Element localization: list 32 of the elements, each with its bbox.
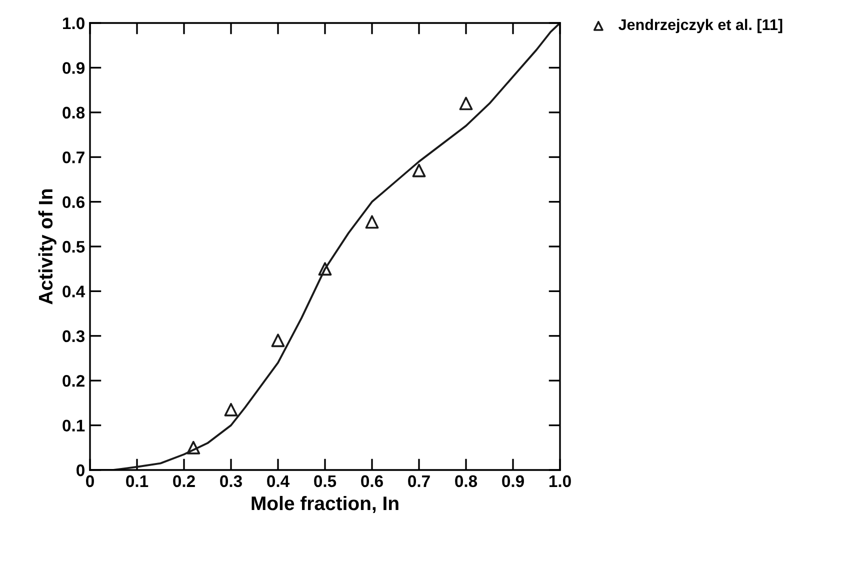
y-tick-label: 0.8 (62, 106, 85, 119)
point (318, 262, 332, 276)
x-tick-label: 0 (86, 475, 94, 488)
x-tick-label: 0.2 (173, 475, 195, 488)
x-tick-label: 0.4 (267, 475, 290, 488)
y-tick-label: 0.7 (62, 152, 84, 164)
x-tick-label: 0.8 (455, 475, 478, 488)
point (459, 96, 473, 110)
y-tick-label: 0.1 (62, 420, 85, 432)
x-axis-title: Mole fraction, In (252, 496, 398, 514)
y-axis-title: Activity of In (38, 189, 56, 304)
point (271, 334, 285, 348)
y-tick-label: 0.3 (62, 330, 85, 342)
x-tick-label: 0.5 (314, 475, 336, 488)
x-tick-label: 0.9 (502, 475, 524, 488)
y-tick-label: 0.4 (62, 286, 86, 298)
point (412, 164, 426, 178)
point (186, 440, 200, 454)
legend-label: Jendrzejczyk et al. [11] (618, 18, 782, 34)
y-tick-label: 0.6 (62, 196, 85, 208)
y-tick-label: 0.5 (62, 240, 85, 253)
y-tick-label: 0 (76, 464, 84, 476)
x-tick-label: 0.7 (408, 475, 430, 488)
y-tick-label: 0.2 (62, 375, 84, 387)
point (224, 402, 238, 416)
x-tick-label: 0.3 (220, 475, 242, 488)
y-tick-label: 0.9 (62, 62, 85, 74)
x-tick-label: 1.0 (549, 475, 571, 488)
x-tick-label: 0.6 (361, 475, 383, 488)
point (365, 215, 379, 229)
y-tick-label: 1.0 (63, 17, 84, 30)
x-tick-label: 0.1 (126, 475, 148, 488)
